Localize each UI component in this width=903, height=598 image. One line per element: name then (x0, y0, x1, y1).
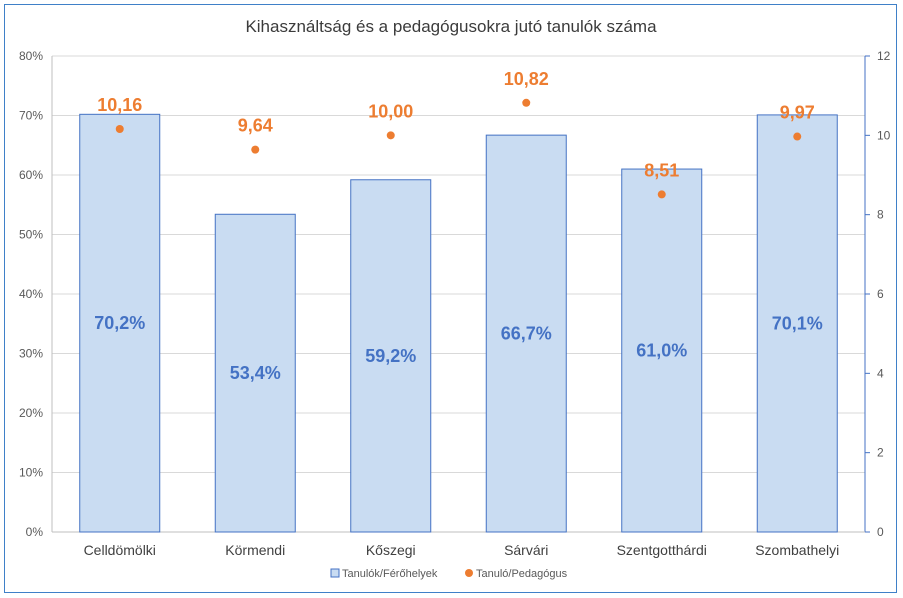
x-tick-label: Celldömölki (84, 542, 156, 558)
bar (485, 134, 567, 533)
y-left-tick-label: 60% (19, 168, 43, 182)
bar-value-label: 70,1% (772, 313, 823, 333)
y-left-tick-label: 30% (19, 347, 43, 361)
bar (350, 179, 432, 533)
x-tick-label: Szentgotthárdi (617, 542, 707, 558)
gridlines (52, 55, 865, 473)
y-right-tick-label: 2 (877, 446, 884, 460)
y-left-tick-label: 50% (19, 228, 43, 242)
bar (621, 168, 703, 533)
y-right-tick-label: 4 (877, 366, 884, 380)
y-right-tick-label: 8 (877, 208, 884, 222)
x-tick-label: Sárvári (504, 542, 548, 558)
point-value-label: 9,64 (238, 116, 273, 136)
x-tick-label: Szombathelyi (755, 542, 839, 558)
y-left-tick-label: 70% (19, 109, 43, 123)
legend: Tanulók/Férőhelyek Tanuló/Pedagógus (330, 568, 568, 580)
point (386, 131, 395, 140)
y-right-tick-label: 0 (877, 525, 884, 539)
legend-label: Tanuló/Pedagógus (476, 568, 568, 580)
legend-marker-circle (465, 569, 473, 577)
y-left-tick-label: 40% (19, 287, 43, 301)
chart-title: Kihasználtság és a pedagógusokra jutó ta… (245, 17, 657, 36)
bar-value-label: 70,2% (94, 313, 145, 333)
y-left-tick-label: 20% (19, 406, 43, 420)
axes: 0% 10% 20% 30% 40% 50% 60% 70% 80% 0 2 4 6 8 10 12 Celld… (19, 49, 891, 558)
point-value-label: 10,00 (368, 101, 413, 121)
y-right-tick-label: 10 (877, 128, 891, 142)
bar-series (79, 113, 838, 533)
bar-value-label: 59,2% (365, 346, 416, 366)
x-tick-label: Körmendi (225, 542, 285, 558)
point (657, 190, 666, 199)
y-left-tick-label: 80% (19, 49, 43, 63)
x-tick-label: Kőszegi (366, 542, 416, 558)
bar-value-label: 53,4% (230, 363, 281, 383)
y-left-tick-label: 10% (19, 466, 43, 480)
legend-marker-square (330, 568, 340, 578)
y-left-tick-label: 0% (26, 525, 44, 539)
data-labels: 70,2% 10,16 53,4% 9,64 59,2% 10,00 66,7% 10,82 6… (94, 69, 823, 383)
point (115, 124, 124, 133)
point (522, 98, 531, 107)
point (251, 145, 260, 154)
point-value-label: 10,82 (504, 69, 549, 89)
point-series (115, 98, 802, 199)
legend-label: Tanulók/Férőhelyek (342, 568, 438, 580)
y-right-tick-label: 12 (877, 49, 891, 63)
y-right-tick-label: 6 (877, 287, 884, 301)
point (793, 132, 802, 141)
point-value-label: 10,16 (97, 95, 142, 115)
bar (214, 213, 296, 533)
bar-value-label: 61,0% (636, 341, 687, 361)
bar-value-label: 66,7% (501, 324, 552, 344)
bar (79, 113, 161, 533)
point-value-label: 8,51 (644, 160, 679, 180)
bar (756, 114, 838, 533)
point-value-label: 9,97 (780, 103, 815, 123)
